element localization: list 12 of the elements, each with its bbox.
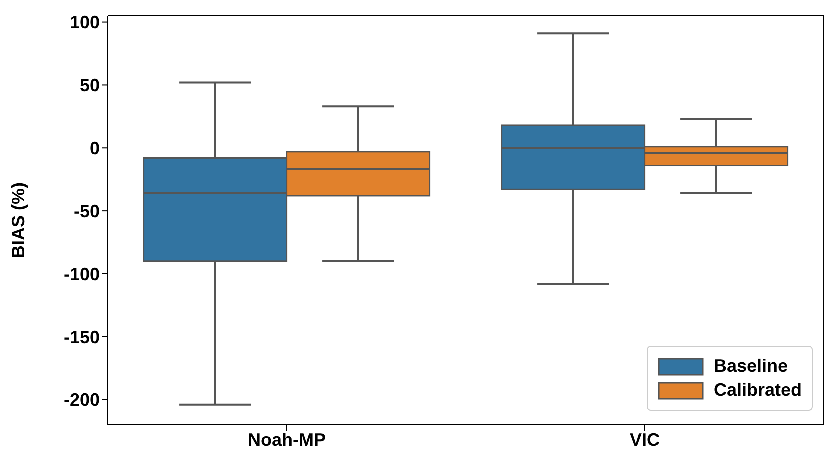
y-tick-label: 0 xyxy=(90,138,100,159)
y-tick-label: -150 xyxy=(64,327,100,348)
x-tick-label: Noah-MP xyxy=(248,430,326,450)
x-tick-label: VIC xyxy=(630,430,660,450)
y-tick-label: 50 xyxy=(80,76,100,96)
y-tick-label: 100 xyxy=(70,12,100,33)
y-tick-label: -200 xyxy=(64,390,100,410)
legend-label: Baseline xyxy=(714,356,788,377)
y-tick-label: -100 xyxy=(64,264,100,284)
legend-label: Calibrated xyxy=(714,380,802,401)
y-tick-label: -50 xyxy=(74,201,100,222)
y-axis-title: BIAS (%) xyxy=(8,182,28,258)
